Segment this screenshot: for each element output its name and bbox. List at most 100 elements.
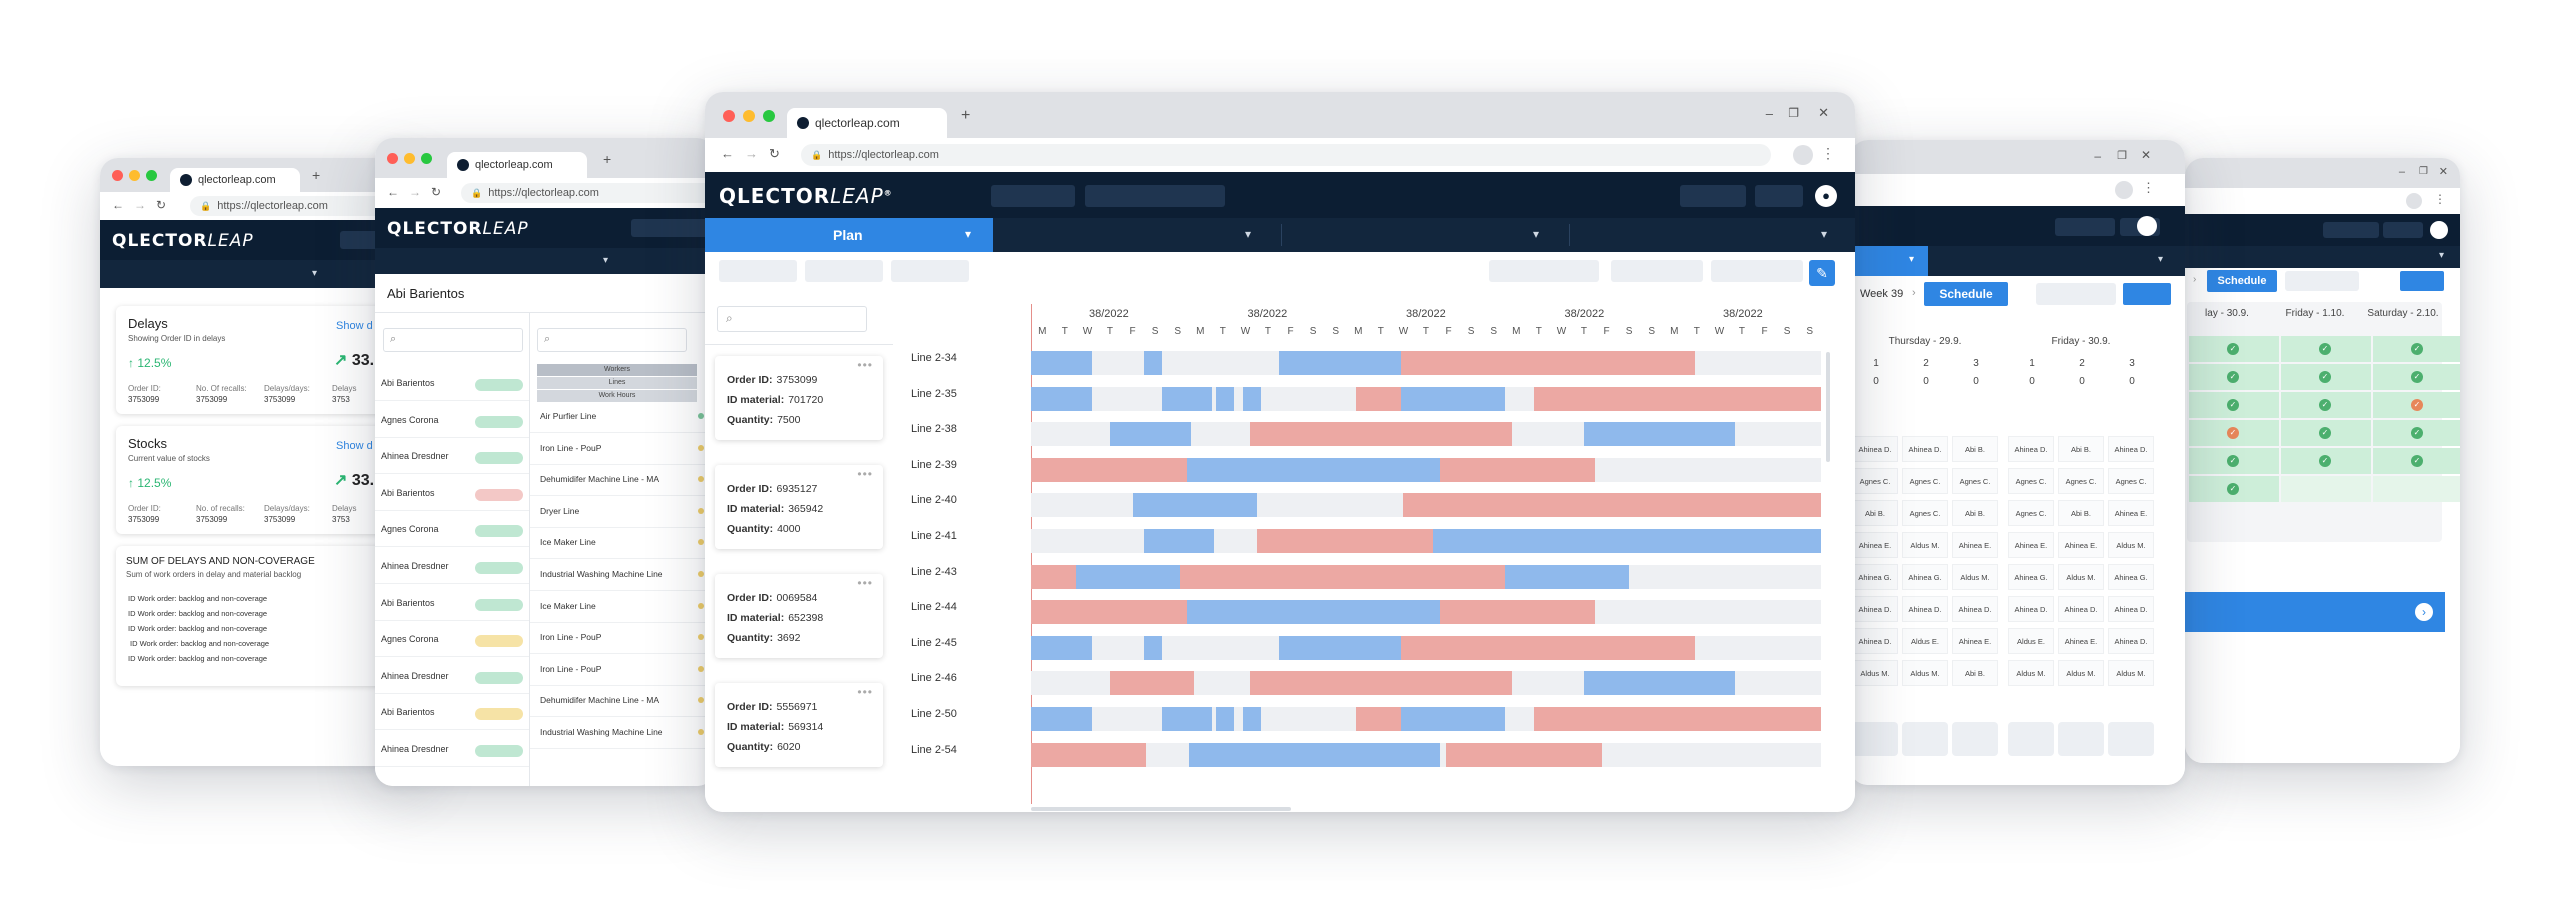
nav-placeholder[interactable] [1755,185,1803,207]
horizontal-scrollbar[interactable] [1031,807,1291,811]
status-cell[interactable]: ✓ [2373,392,2460,418]
status-cell[interactable]: ✓ [2189,392,2279,418]
assigned-worker[interactable]: Ahinea D. [2058,596,2104,622]
person-row[interactable]: Ahinea Dresdner [375,553,529,584]
assigned-worker[interactable]: Agnes C. [2008,500,2054,526]
gantt-bar-planned[interactable] [1216,707,1235,731]
assigned-worker[interactable]: Ahinea G. [2108,564,2154,590]
chevron-right-icon[interactable]: › [2193,274,2197,285]
person-row[interactable]: Agnes Corona [375,407,529,438]
assigned-worker[interactable]: Aldus M. [1952,564,1998,590]
profile-icon[interactable] [2406,193,2422,209]
zoom-dot-icon[interactable] [421,153,432,164]
assigned-worker[interactable]: Agnes C. [2008,468,2054,494]
chevron-down-icon[interactable]: ▾ [603,255,609,266]
browser-tab[interactable]: qlectorleap.com [170,168,300,192]
assigned-worker[interactable]: Ahinea D. [2108,628,2154,654]
new-tab-icon[interactable]: + [312,167,321,183]
schedule-button[interactable]: Schedule [1924,282,2008,306]
filter-placeholder[interactable] [805,260,883,282]
action-button[interactable] [2400,271,2444,291]
more-icon[interactable]: ••• [857,576,873,590]
assigned-worker[interactable]: Ahinea G. [1902,564,1948,590]
gantt-bar-planned[interactable] [1189,742,1440,767]
close-dot-icon[interactable] [112,170,123,181]
minimize-dot-icon[interactable] [743,110,755,122]
user-avatar-icon[interactable] [2137,216,2157,236]
more-icon[interactable]: ••• [857,358,873,372]
minimize-dot-icon[interactable] [404,153,415,164]
assigned-worker[interactable]: Agnes C. [2108,468,2154,494]
line-row[interactable]: Dehumidifer Machine Line - MA [530,465,715,497]
minimize-icon[interactable]: – [1765,106,1773,121]
gantt-bar-planned[interactable] [1243,707,1262,731]
assigned-worker[interactable]: Ahinea G. [1852,564,1898,590]
menu-dots-icon[interactable]: ⋮ [2142,180,2155,195]
assigned-worker[interactable]: Aldus M. [2008,660,2054,686]
menu-dots-icon[interactable]: ⋮ [2434,192,2446,206]
gantt-bar-planned[interactable] [1584,422,1736,447]
chevron-down-icon[interactable]: ▾ [2438,250,2444,261]
assigned-worker[interactable]: Abi B. [1952,436,1998,462]
show-details-link[interactable]: Show d [336,320,373,332]
line-row[interactable]: Dryer Line [530,497,715,528]
slot-placeholder[interactable] [1902,722,1948,756]
status-cell[interactable]: ✓ [2281,364,2371,390]
url-field[interactable]: 🔒 https://qlectorleap.com [801,144,1771,166]
active-tab[interactable]: ▾ [1850,246,1928,276]
status-cell[interactable]: ✓ [2373,448,2460,474]
assigned-worker[interactable]: Ahinea E. [1952,532,1998,558]
gantt-bar-delayed[interactable] [1534,707,1821,731]
assigned-worker[interactable]: Agnes C. [2058,468,2104,494]
order-card[interactable]: ••• Order ID: 5556971 ID material: 569314 Qua… [715,683,883,767]
user-avatar-icon[interactable]: ● [1815,185,1837,207]
order-search-input[interactable]: ⌕ [717,306,867,332]
assigned-worker[interactable]: Aldus M. [1902,660,1948,686]
line-row[interactable]: Ice Maker Line [530,592,715,623]
filter-placeholder[interactable] [1489,260,1599,282]
forward-icon[interactable]: → [745,146,758,161]
gantt-bar-delayed[interactable] [1401,635,1695,660]
reload-icon[interactable]: ↻ [156,198,167,212]
assigned-worker[interactable]: Ahinea E. [2108,500,2154,526]
gantt-bar-delayed[interactable] [1110,671,1194,696]
assigned-worker[interactable]: Aldus M. [1852,660,1898,686]
gantt-bar-planned[interactable] [1143,351,1162,375]
assigned-worker[interactable]: Agnes C. [1852,468,1898,494]
chevron-down-icon[interactable]: ▾ [1821,227,1828,241]
profile-icon[interactable] [2115,181,2133,199]
restore-icon[interactable]: ❐ [2419,166,2428,177]
person-row[interactable]: Abi Barientos [375,370,529,401]
gantt-bar-planned[interactable] [1143,635,1162,660]
assigned-worker[interactable]: Ahinea D. [1852,436,1898,462]
chevron-down-icon[interactable]: ▾ [312,268,318,279]
line-row[interactable]: Industrial Washing Machine Line [530,718,715,749]
order-card[interactable]: ••• Order ID: 3753099 ID material: 701720 Qua… [715,356,883,440]
assigned-worker[interactable]: Ahinea D. [1902,436,1948,462]
assigned-worker[interactable]: Abi B. [2058,500,2104,526]
gantt-bar-planned[interactable] [1031,351,1092,375]
qlector-logo[interactable]: QLECTORLEAP [387,219,529,239]
profile-icon[interactable] [1793,145,1813,165]
plan-tab[interactable]: Plan ▾ [705,218,993,252]
status-cell[interactable]: ✓ [2189,420,2279,446]
assigned-worker[interactable]: Abi B. [1952,660,1998,686]
assigned-worker[interactable]: Agnes C. [1902,468,1948,494]
close-icon[interactable]: ✕ [1818,105,1829,120]
gantt-bar-delayed[interactable] [1249,671,1512,696]
url-field[interactable]: 🔒 https://qlectorleap.com [190,196,420,216]
close-dot-icon[interactable] [723,110,735,122]
line-row[interactable]: Ice Maker Line [530,528,715,560]
reload-icon[interactable]: ↻ [769,146,780,161]
line-row[interactable]: Dehumidifer Machine Line - MA [530,686,715,718]
arrow-right-icon[interactable]: › [2415,603,2433,621]
person-row[interactable]: Abi Barientos [375,480,529,511]
back-icon[interactable]: ← [721,146,734,161]
assigned-worker[interactable]: Ahinea D. [1952,596,1998,622]
order-card[interactable]: ••• Order ID: 6935127 ID material: 365942 Qua… [715,465,883,549]
status-cell[interactable]: ✓ [2373,420,2460,446]
assigned-worker[interactable]: Aldus E. [2008,628,2054,654]
search-input-people[interactable]: ⌕ [383,328,523,352]
gantt-bar-delayed[interactable] [1249,422,1512,447]
nav-placeholder[interactable] [1085,185,1225,207]
